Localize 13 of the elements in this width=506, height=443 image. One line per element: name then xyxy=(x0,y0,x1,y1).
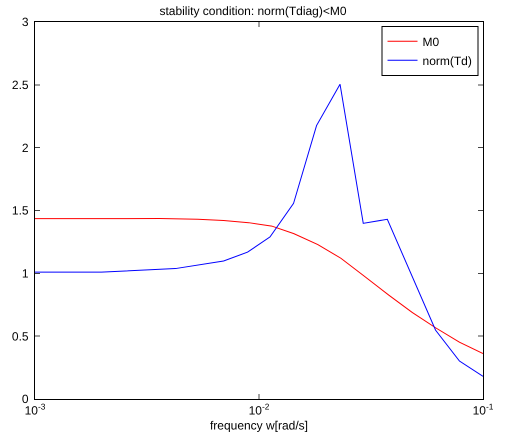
y-tick-label: 1.5 xyxy=(12,204,29,218)
x-tick-label: 10$^{-1}$ xyxy=(472,401,494,418)
chart-title: stability condition: norm(Tdiag)<M0 xyxy=(159,4,347,18)
y-tick-label: 0.5 xyxy=(12,329,29,344)
y-tick-label: 3 xyxy=(22,15,29,30)
x-tick-label: 10$^{-2}$ xyxy=(248,401,270,418)
y-tick-label: 1 xyxy=(22,266,29,281)
legend-label: M0 xyxy=(422,34,440,49)
legend-label: norm(Td) xyxy=(422,54,472,68)
x-axis-title: frequency w[rad/s] xyxy=(210,418,308,432)
y-tick-label: 2.5 xyxy=(12,78,29,92)
y-tick-label: 2 xyxy=(22,140,29,155)
y-tick-label: 0 xyxy=(22,392,29,406)
